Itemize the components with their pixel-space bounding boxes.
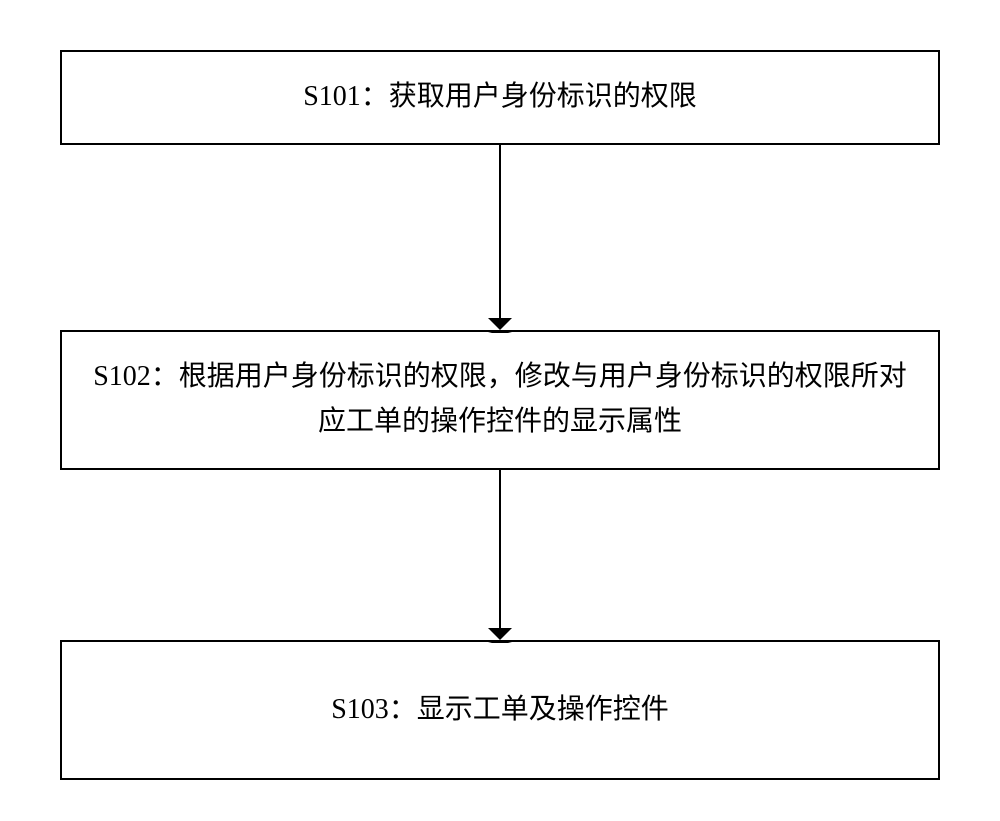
node-label: S101：获取用户身份标识的权限 (303, 75, 697, 120)
node-label: S102：根据用户身份标识的权限，修改与用户身份标识的权限所对应工单的操作控件的… (82, 355, 918, 445)
flowchart-node-s101: S101：获取用户身份标识的权限 (60, 50, 940, 145)
flowchart-node-s102: S102：根据用户身份标识的权限，修改与用户身份标识的权限所对应工单的操作控件的… (60, 330, 940, 470)
arrow-head-s102-s103 (488, 628, 512, 643)
flowchart-node-s103: S103：显示工单及操作控件 (60, 640, 940, 780)
arrow-line-s102-s103 (499, 470, 501, 628)
arrow-line-s101-s102 (499, 145, 501, 318)
flowchart-canvas: S101：获取用户身份标识的权限 S102：根据用户身份标识的权限，修改与用户身份… (0, 0, 1000, 821)
node-label: S103：显示工单及操作控件 (331, 688, 669, 733)
arrow-head-s101-s102 (488, 318, 512, 333)
